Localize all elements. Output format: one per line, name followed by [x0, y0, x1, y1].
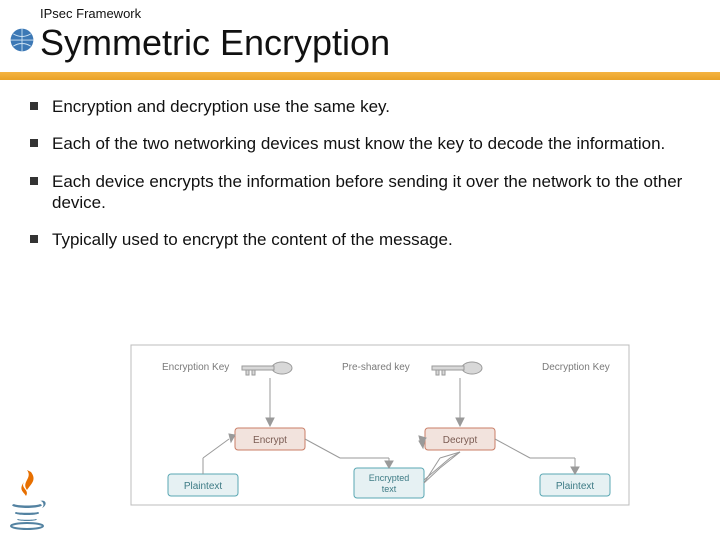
accent-rule [0, 72, 720, 80]
label-decryption-key: Decryption Key [542, 362, 610, 373]
breadcrumb: IPsec Framework [0, 0, 720, 21]
java-logo-icon [6, 468, 48, 530]
list-item: Each of the two networking devices must … [30, 133, 690, 154]
list-item: Each device encrypts the information bef… [30, 171, 690, 214]
box-encrypt-label: Encrypt [253, 435, 287, 446]
list-item: Typically used to encrypt the content of… [30, 229, 690, 250]
label-preshared-key: Pre-shared key [342, 362, 410, 373]
bullet-list: Encryption and decryption use the same k… [30, 96, 690, 266]
symmetric-encryption-diagram: Encryption Key Pre-shared key Decryption… [130, 340, 630, 510]
box-encrypted-text-label-2: text [382, 484, 397, 494]
box-plaintext-label: Plaintext [556, 481, 595, 492]
globe-icon [8, 26, 36, 54]
box-plaintext-label: Plaintext [184, 481, 223, 492]
page-title: Symmetric Encryption [40, 22, 390, 64]
box-encrypted-text-label-1: Encrypted [369, 473, 410, 483]
box-decrypt-label: Decrypt [443, 435, 478, 446]
label-encryption-key: Encryption Key [162, 362, 229, 373]
list-item: Encryption and decryption use the same k… [30, 96, 690, 117]
